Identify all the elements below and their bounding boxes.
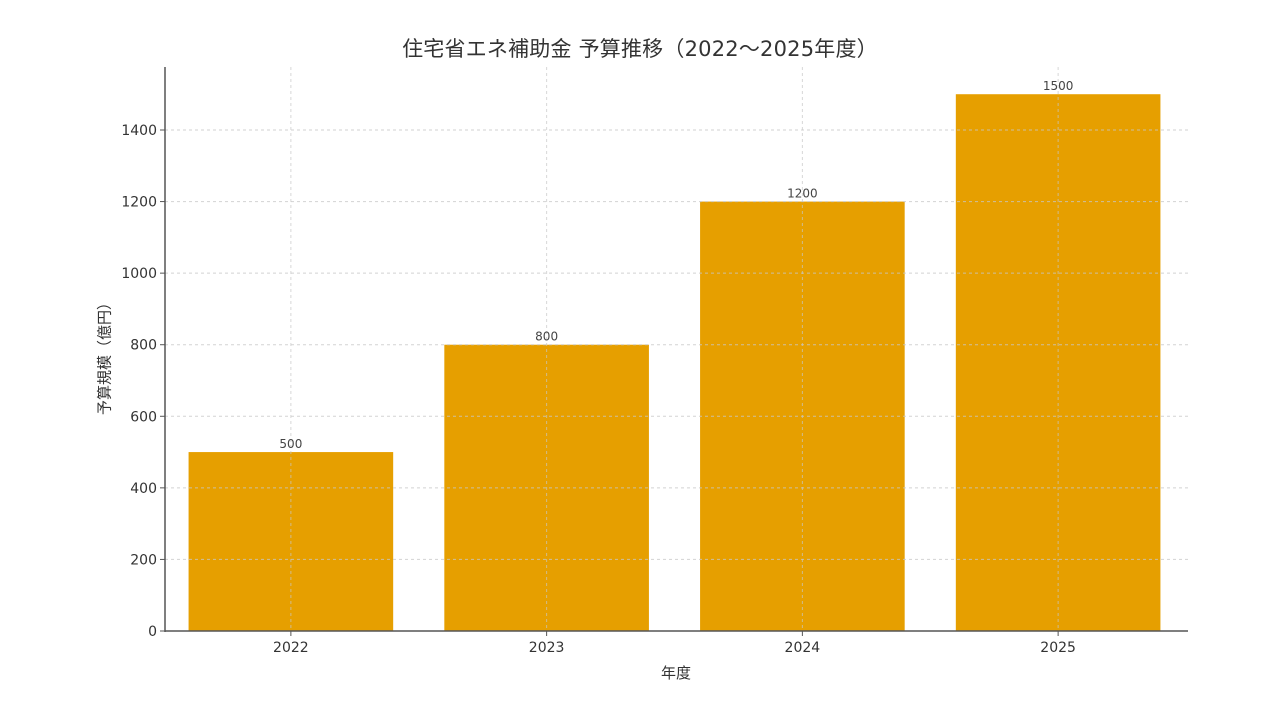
y-tick-label: 400 [130,481,157,497]
y-tick-label: 1400 [121,123,157,139]
y-tick-label: 600 [130,409,157,425]
data-label: 500 [279,437,302,451]
x-tick-label: 2025 [1040,640,1076,656]
y-tick-label: 1200 [121,195,157,211]
y-tick-label: 1000 [121,266,157,282]
y-axis-label: 予算規模（億円） [95,294,114,416]
data-label: 1500 [1043,79,1074,93]
x-tick-label: 2024 [785,640,821,656]
chart-title: 住宅省エネ補助金 予算推移（2022〜2025年度） [402,37,878,61]
data-label: 1200 [787,187,818,201]
y-tick-label: 0 [148,624,157,640]
data-label: 800 [535,330,558,344]
y-tick-label: 800 [130,338,157,354]
x-tick-label: 2022 [273,640,309,656]
x-axis-label: 年度 [660,664,692,682]
y-tick-label: 200 [130,552,157,568]
x-tick-label: 2023 [529,640,565,656]
